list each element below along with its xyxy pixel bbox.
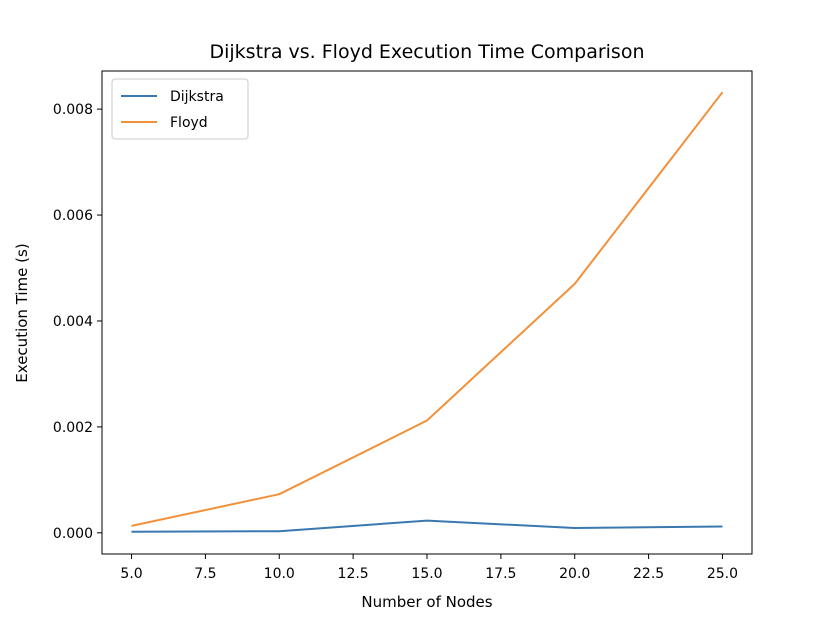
plot-area-frame [101,70,753,555]
series-lines [131,91,724,533]
x-tick-label: 22.5 [633,566,664,582]
x-tick-label: 17.5 [485,566,516,582]
x-tick-label: 15.0 [411,566,442,582]
legend-box [111,78,249,140]
y-tick-label: 0.002 [53,420,93,436]
series-line-floyd [131,91,724,527]
y-tick-label: 0.006 [53,208,93,224]
y-tick-label: 0.008 [53,102,93,118]
series-line-dijkstra [131,519,723,533]
x-tick-label: 5.0 [120,566,142,582]
x-axis-ticks: 5.0 7.5 10.0 12.5 15.0 17.5 20.0 22.5 25.0 [120,554,738,582]
legend: Dijkstra Floyd [111,78,249,140]
x-tick-label: 7.5 [194,566,216,582]
chart-title: Dijkstra vs. Floyd Execution Time Compar… [209,41,644,63]
x-axis-label: Number of Nodes [361,593,492,611]
y-tick-label: 0.000 [53,526,93,542]
x-tick-label: 20.0 [559,566,590,582]
y-axis-label: Execution Time (s) [13,243,31,382]
x-tick-label: 25.0 [707,566,738,582]
x-tick-label: 10.0 [264,566,295,582]
y-tick-label: 0.004 [53,314,93,330]
x-tick-label: 12.5 [338,566,369,582]
legend-label-dijkstra: Dijkstra [170,89,224,105]
y-axis-ticks: 0.000 0.002 0.004 0.006 0.008 [53,102,102,542]
legend-label-floyd: Floyd [170,115,208,131]
